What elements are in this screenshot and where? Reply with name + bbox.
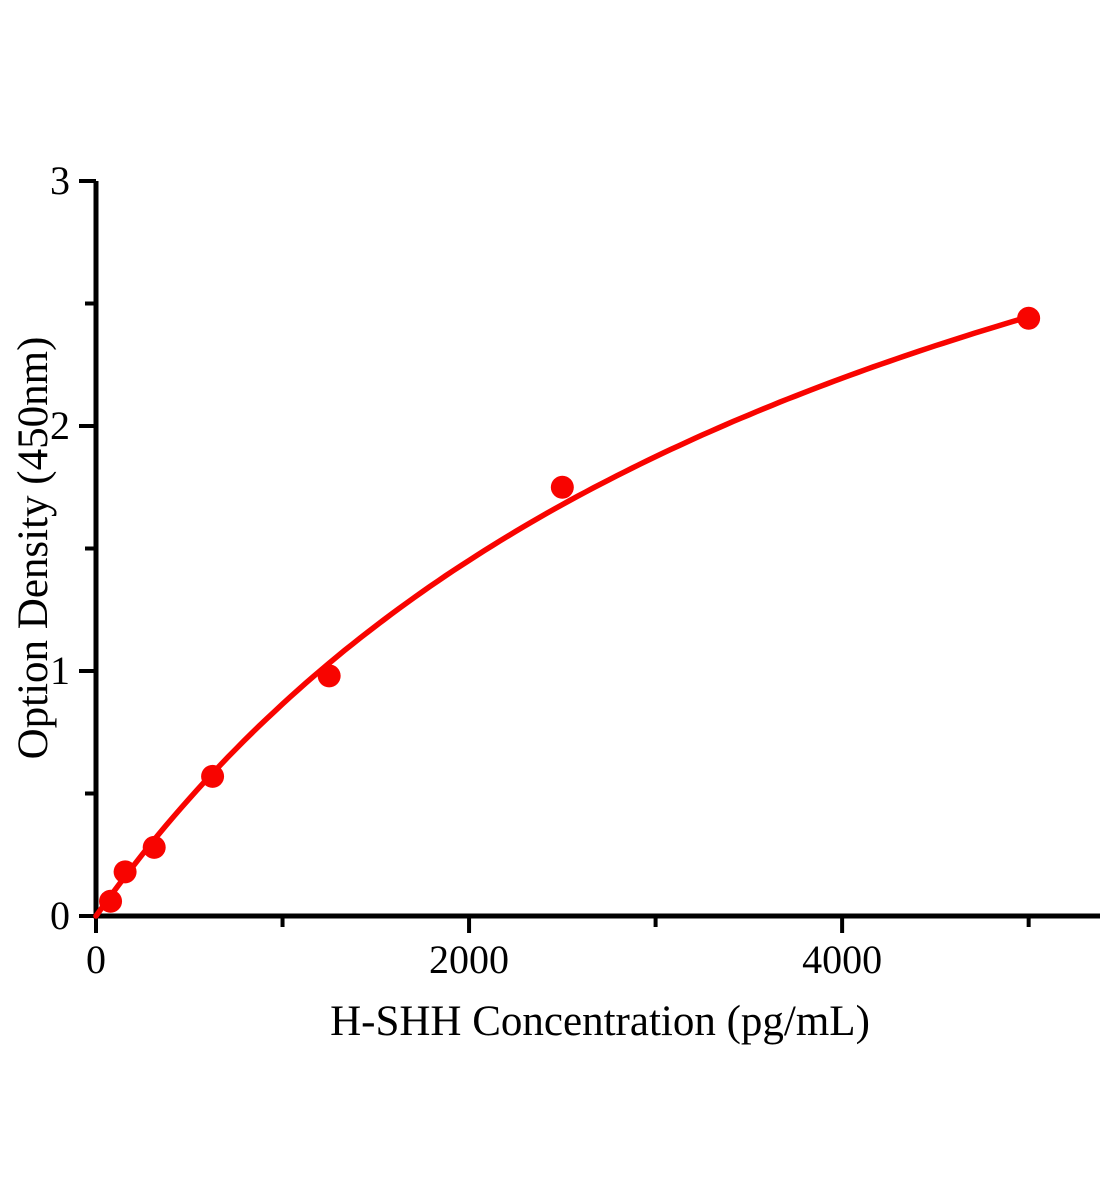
data-point	[550, 475, 574, 499]
y-tick-label: 1	[50, 648, 70, 693]
x-tick-label: 0	[86, 937, 106, 982]
axis-ticks	[79, 179, 1031, 933]
data-points	[99, 306, 1041, 913]
data-point	[317, 664, 341, 688]
data-point	[142, 835, 166, 859]
data-point	[1017, 306, 1041, 330]
y-axis-title: Option Density (450nm)	[10, 337, 57, 760]
x-tick-label: 2000	[429, 937, 509, 982]
fit-curve-path	[93, 314, 1032, 919]
y-tick-label: 2	[50, 403, 70, 448]
tick-labels: 0 2000 4000 0 1 2 3	[50, 158, 882, 982]
y-tick-label: 3	[50, 158, 70, 203]
x-tick-label: 4000	[802, 937, 882, 982]
data-point	[113, 860, 137, 884]
fit-curve	[93, 314, 1032, 919]
x-axis-title: H-SHH Concentration (pg/mL)	[330, 998, 870, 1045]
y-tick-label: 0	[50, 893, 70, 938]
data-point	[201, 764, 225, 788]
data-point	[99, 889, 123, 913]
